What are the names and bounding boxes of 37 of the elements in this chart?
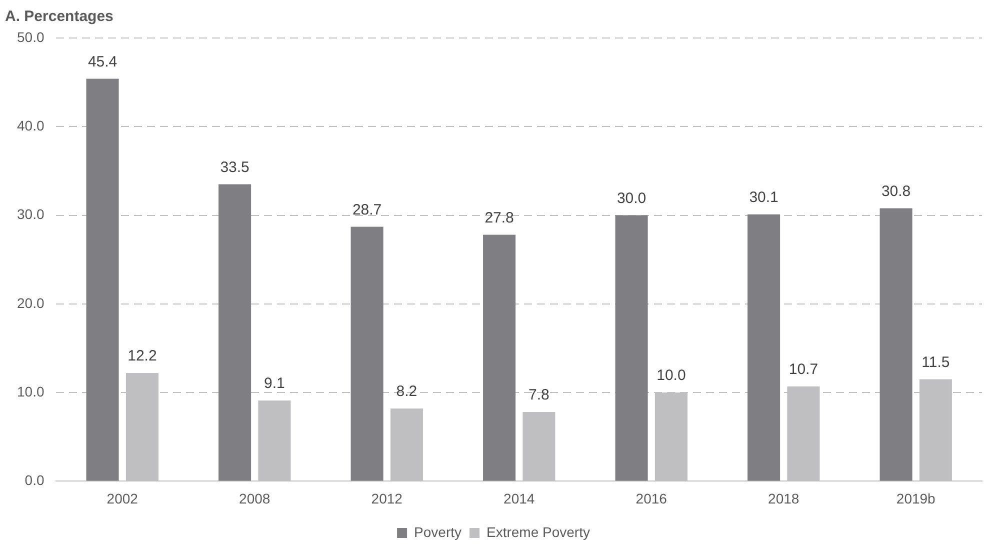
data-label: 10.0	[656, 367, 686, 384]
x-tick-label: 2019b	[896, 490, 936, 506]
data-label: 11.5	[922, 354, 950, 371]
data-label: 30.8	[881, 182, 911, 200]
data-label: 7.8	[528, 386, 550, 404]
data-label: 27.8	[484, 209, 514, 226]
data-label: 28.7	[352, 201, 382, 218]
data-label: 9.1	[264, 375, 285, 392]
bar	[880, 208, 912, 481]
bar	[615, 215, 648, 481]
x-tick-label: 2002	[106, 490, 138, 506]
y-tick-label: 30.0	[17, 206, 44, 222]
bar	[218, 184, 252, 481]
bar	[483, 234, 516, 481]
legend-label: Extreme Poverty	[486, 524, 590, 540]
data-label: 45.4	[88, 53, 118, 70]
data-label: 8.2	[396, 383, 418, 400]
data-label: 30.1	[749, 189, 778, 206]
y-tick-label: 40.0	[17, 118, 44, 134]
y-tick-label: 50.0	[17, 28, 44, 45]
bar	[350, 226, 384, 481]
data-label: 30.0	[616, 190, 646, 207]
y-tick-label: 20.0	[17, 294, 44, 311]
x-tick-label: 2014	[504, 490, 535, 506]
data-label: 10.7	[788, 360, 818, 378]
legend-label: Poverty	[414, 524, 462, 540]
data-label: 12.2	[128, 348, 157, 365]
y-tick-label: 10.0	[17, 383, 44, 400]
chart-title: A. Percentages	[5, 8, 114, 26]
x-tick-label: 2008	[239, 490, 270, 506]
data-label: 33.5	[220, 158, 250, 176]
bar	[748, 214, 780, 481]
x-tick-label: 2012	[371, 490, 403, 506]
x-tick-label: 2018	[768, 490, 800, 506]
bar	[86, 78, 119, 481]
x-tick-label: 2016	[636, 490, 668, 506]
y-tick-label: 0.0	[24, 472, 44, 488]
